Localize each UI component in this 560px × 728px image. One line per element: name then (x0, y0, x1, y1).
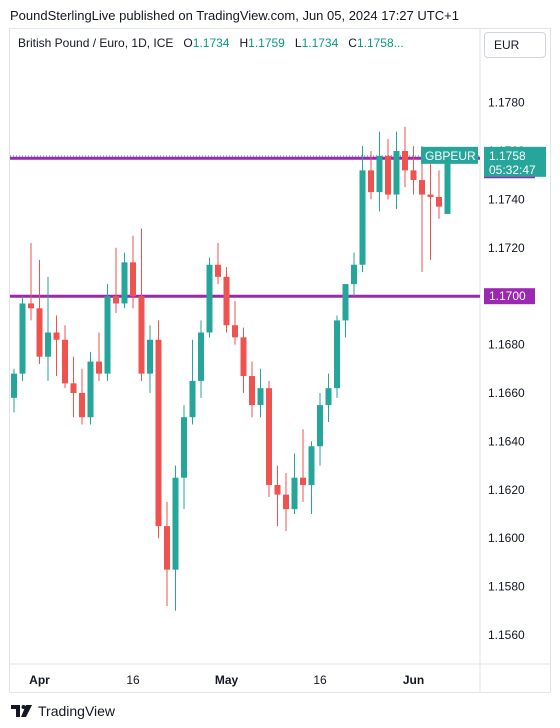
tradingview-branding[interactable]: TradingView (11, 703, 115, 719)
candle-body-down (427, 194, 434, 197)
candle-body-up (393, 151, 400, 195)
candle-body-down (368, 170, 374, 193)
y-tick-label: 1.1780 (488, 96, 525, 110)
chart-frame (9, 28, 551, 693)
y-tick-label: 1.1560 (488, 628, 525, 642)
candle-body-up (342, 284, 349, 321)
y-tick-label: 1.1600 (488, 531, 525, 545)
candle-body-down (96, 361, 102, 374)
candle-body-down (155, 339, 162, 527)
x-tick-label: Apr (29, 673, 50, 687)
currency-button[interactable]: EUR (484, 32, 546, 58)
x-tick-label: May (215, 673, 239, 687)
open-value: 1.1734 (192, 36, 230, 50)
tradingview-logo-icon (11, 705, 32, 717)
last-price-tag (484, 146, 546, 177)
candle-body-up (206, 264, 213, 333)
candle-body-down (36, 308, 43, 357)
candle-body-down (436, 196, 442, 207)
candle-body-up (104, 296, 111, 374)
tradingview-wordmark: TradingView (38, 703, 116, 719)
y-tick-label: 1.1740 (488, 192, 525, 206)
candle-body-up (325, 388, 332, 406)
close-value: 1.1758 (356, 36, 394, 50)
candle-body-up (351, 264, 357, 285)
candle-body-down (53, 332, 60, 340)
candle-body-up (147, 339, 153, 374)
candle-body-down (410, 170, 417, 181)
candle-body-up (376, 155, 383, 193)
candle-body-up (317, 405, 323, 447)
last-price-value: 1.1758 (489, 149, 526, 163)
candle-body-up (257, 388, 264, 406)
open-label: O (183, 36, 193, 50)
candle-body-down (62, 339, 68, 384)
y-tick-label: 1.1620 (488, 483, 525, 497)
symbol-tag-label: GBPEUR (425, 149, 476, 163)
symbol-tag (421, 146, 478, 164)
candle-body-up (172, 477, 179, 570)
candle-body-up (11, 373, 17, 398)
candle-body-down (232, 325, 238, 338)
candle-body-down (28, 303, 34, 309)
candle-body-down (385, 155, 391, 195)
level-price-tag (484, 288, 535, 305)
legend-more: ... (393, 36, 404, 50)
candle-body-up (45, 332, 51, 357)
y-tick-label: 1.1580 (488, 580, 525, 594)
y-tick-label: 1.1640 (488, 434, 525, 448)
candle-body-down (215, 264, 221, 277)
candle-body-down (130, 262, 136, 297)
candle-body-down (70, 383, 77, 393)
candle-body-up (291, 477, 298, 510)
candle-body-down (164, 526, 170, 570)
candle-body-up (444, 155, 451, 214)
candle-body-down (274, 484, 281, 495)
candle-body-down (402, 151, 408, 171)
candle-body-up (181, 417, 187, 478)
low-value: 1.1734 (301, 36, 339, 50)
candle-body-down (79, 393, 85, 418)
symbol-description: British Pound / Euro, 1D, ICE (18, 36, 174, 50)
x-tick-label: 16 (313, 673, 327, 687)
candle-body-down (113, 296, 119, 304)
low-label: L (294, 36, 302, 50)
x-tick-label: 16 (126, 673, 140, 687)
y-tick-label: 1.1680 (488, 338, 525, 352)
candle-body-down (419, 180, 425, 195)
candle-body-up (189, 380, 196, 418)
candle-body-up (308, 446, 315, 485)
ohlc-legend: British Pound / Euro, 1D, ICE O1.1734 H1… (18, 36, 404, 50)
candle-body-up (334, 320, 340, 389)
y-tick-label: 1.1720 (488, 241, 525, 255)
candle-body-down (249, 376, 255, 406)
bar-countdown: 05:32:47 (489, 163, 536, 177)
candle-body-down (300, 477, 306, 485)
candle-body-up (19, 303, 26, 374)
candle-body-down (266, 388, 272, 485)
high-value: 1.1759 (248, 36, 285, 50)
candle-body-up (121, 262, 128, 304)
high-label: H (239, 36, 249, 50)
close-label: C (348, 36, 357, 50)
publisher-caption: PoundSterlingLive published on TradingVi… (10, 8, 459, 23)
candle-body-up (359, 170, 366, 265)
candle-body-down (138, 296, 145, 374)
candle-body-down (223, 276, 230, 326)
candle-body-down (240, 337, 247, 377)
candle-body-up (198, 332, 204, 381)
y-tick-label: 1.1660 (488, 386, 525, 400)
level-price-label: 1.1700 (489, 289, 526, 303)
candle-body-down (283, 494, 289, 510)
candle-body-up (87, 361, 94, 418)
x-tick-label: Jun (403, 673, 424, 687)
